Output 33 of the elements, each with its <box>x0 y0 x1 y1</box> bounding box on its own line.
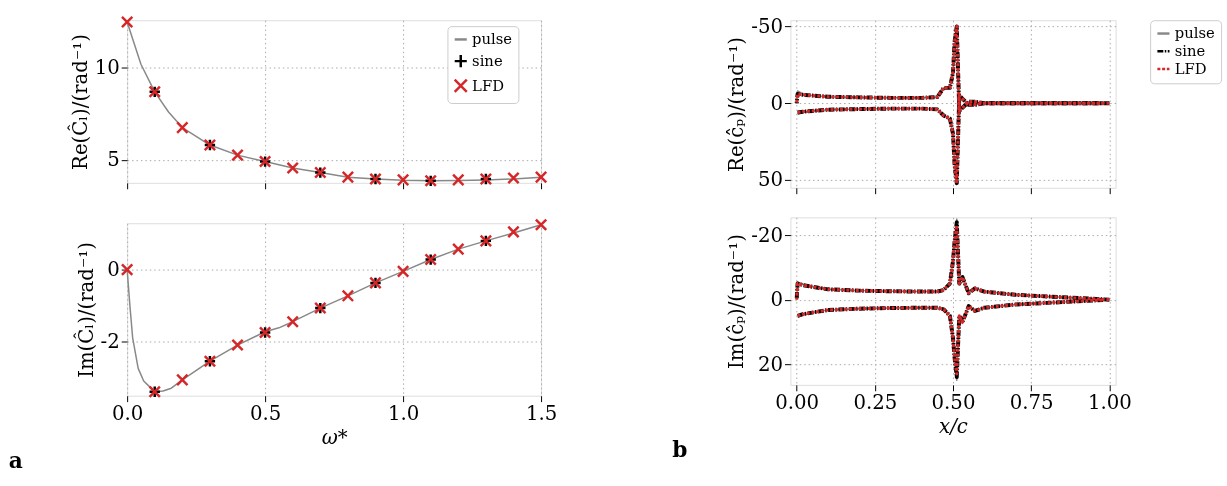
x-tick-label: 1.5 <box>525 401 558 425</box>
y-axis-title: Re(ĉₚ)/(rad⁻¹) <box>725 37 749 172</box>
x-tick-label: 0.00 <box>775 391 820 415</box>
x-tick-label: 0.75 <box>1009 391 1054 415</box>
x-axis-title: x/c <box>939 414 968 438</box>
legend-label: pulse <box>472 30 513 48</box>
text: b <box>672 436 688 462</box>
y-tick-label: 50 <box>757 168 784 192</box>
legend-label: pulse <box>1174 24 1215 42</box>
x-tick-label: 0.25 <box>853 391 898 415</box>
y-axis-title: Im(Ĉₗ)/(rad⁻¹) <box>72 242 98 378</box>
x-tick-label: 0.0 <box>111 401 144 425</box>
x-tick-label: 1.00 <box>1087 391 1132 415</box>
x-tick-label: 1.0 <box>387 401 420 425</box>
y-tick-label: 10 <box>94 56 120 80</box>
y-axis-title: Im(ĉₚ)/(rad⁻¹) <box>725 234 749 370</box>
y-tick-label: -2 <box>100 329 120 353</box>
y-tick-label: 0 <box>107 258 120 282</box>
legend-label: LFD <box>472 76 504 94</box>
y-tick-label: -50 <box>751 14 784 38</box>
y-tick-label: 5 <box>107 148 120 172</box>
x-tick-label: 0.5 <box>249 401 282 425</box>
y-axis-title: Re(Ĉₗ)/(rad⁻¹) <box>66 34 92 170</box>
x-tick-label: 0.50 <box>931 391 976 415</box>
text: a <box>8 447 23 473</box>
y-tick-label: -20 <box>751 223 784 247</box>
y-tick-label: 0 <box>770 288 784 312</box>
legend-label: sine <box>1174 42 1206 60</box>
legend-label: LFD <box>1174 59 1207 77</box>
y-tick-label: 20 <box>757 352 784 376</box>
x-axis-title: ω* <box>321 425 348 449</box>
y-tick-label: 0 <box>770 91 784 115</box>
legend-label: sine <box>472 52 503 70</box>
